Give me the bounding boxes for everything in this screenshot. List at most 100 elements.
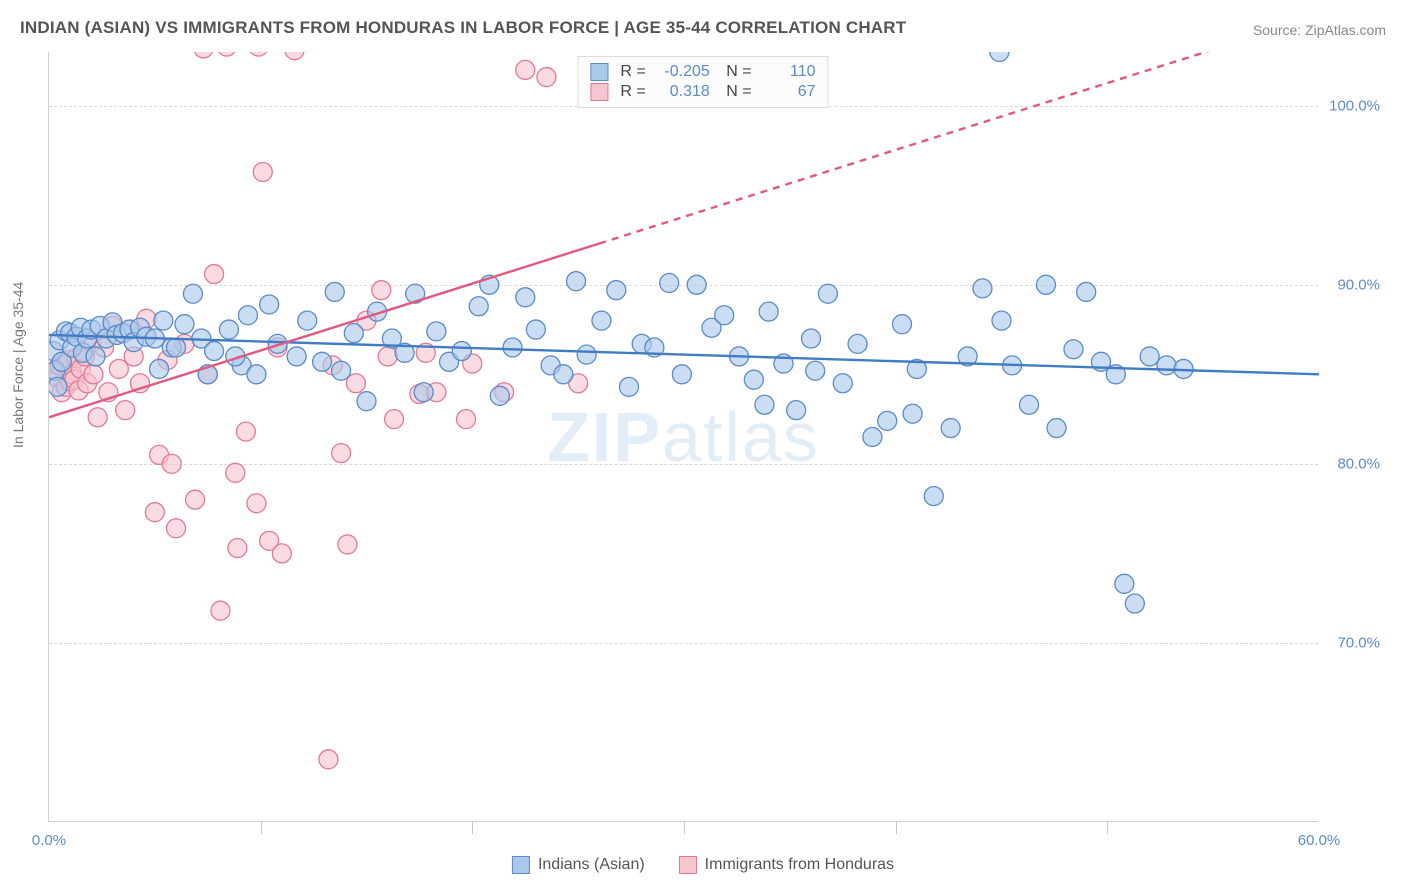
legend-row-blue: R = -0.205 N = 110 (590, 63, 815, 81)
data-point (452, 342, 471, 361)
data-point (253, 162, 272, 181)
data-point (287, 347, 306, 366)
data-point (660, 274, 679, 293)
x-tick (896, 822, 897, 834)
data-point (592, 311, 611, 330)
data-point (183, 284, 202, 303)
data-point (924, 487, 943, 506)
y-tick-label: 70.0% (1337, 634, 1380, 651)
data-point (715, 306, 734, 325)
data-point (150, 359, 169, 378)
data-point (86, 347, 105, 366)
swatch-pink (679, 856, 697, 874)
data-point (357, 392, 376, 411)
x-tick (684, 822, 685, 834)
data-point (941, 419, 960, 438)
data-point (759, 302, 778, 321)
data-point (755, 395, 774, 414)
chart-title: INDIAN (ASIAN) VS IMMIGRANTS FROM HONDUR… (20, 18, 906, 38)
data-point (325, 282, 344, 301)
source-attribution: Source: ZipAtlas.com (1253, 22, 1386, 38)
data-point (878, 411, 897, 430)
data-point (973, 279, 992, 298)
scatter-svg (49, 52, 1319, 822)
data-point (247, 494, 266, 513)
stat-n-label: N = (722, 63, 752, 81)
stat-r-value: -0.205 (658, 63, 710, 81)
stat-r-label: R = (620, 63, 645, 81)
swatch-pink (590, 83, 608, 101)
data-point (537, 68, 556, 87)
data-point (672, 365, 691, 384)
x-tick-label: 60.0% (1298, 832, 1341, 849)
legend-row-pink: R = 0.318 N = 67 (590, 83, 815, 101)
data-point (1020, 395, 1039, 414)
x-tick (1107, 822, 1108, 834)
stat-n-label: N = (722, 83, 752, 101)
data-point (687, 275, 706, 294)
data-point (414, 383, 433, 402)
data-point (49, 377, 67, 396)
data-point (744, 370, 763, 389)
stat-n-value: 110 (764, 63, 816, 81)
data-point (145, 503, 164, 522)
data-point (469, 297, 488, 316)
stat-r-value: 0.318 (658, 83, 710, 101)
data-point (526, 320, 545, 339)
plot-area: 70.0%80.0%90.0%100.0%0.0%60.0% ZIPatlas (48, 52, 1318, 822)
data-point (313, 352, 332, 371)
swatch-blue (590, 63, 608, 81)
data-point (249, 52, 268, 56)
legend-label: Immigrants from Honduras (705, 856, 894, 874)
data-point (893, 315, 912, 334)
data-point (167, 519, 186, 538)
swatch-blue (512, 856, 530, 874)
data-point (863, 428, 882, 447)
data-point (848, 334, 867, 353)
data-point (285, 52, 304, 60)
data-point (1157, 356, 1176, 375)
data-point (577, 345, 596, 364)
data-point (619, 377, 638, 396)
data-point (167, 338, 186, 357)
y-tick-label: 90.0% (1337, 276, 1380, 293)
correlation-legend: R = -0.205 N = 110 R = 0.318 N = 67 (577, 56, 828, 108)
data-point (1064, 340, 1083, 359)
data-point (226, 463, 245, 482)
data-point (217, 52, 236, 56)
data-point (1125, 594, 1144, 613)
data-point (490, 386, 509, 405)
data-point (298, 311, 317, 330)
data-point (372, 281, 391, 300)
data-point (205, 342, 224, 361)
data-point (175, 315, 194, 334)
data-point (833, 374, 852, 393)
data-point (238, 306, 257, 325)
data-point (1115, 574, 1134, 593)
data-point (332, 444, 351, 463)
data-point (427, 322, 446, 341)
data-point (228, 539, 247, 558)
source-link[interactable]: ZipAtlas.com (1305, 22, 1386, 38)
data-point (385, 410, 404, 429)
legend-label: Indians (Asian) (538, 856, 645, 874)
legend-item-blue: Indians (Asian) (512, 856, 645, 874)
stat-n-value: 67 (764, 83, 816, 101)
data-point (88, 408, 107, 427)
source-prefix: Source: (1253, 22, 1305, 38)
data-point (806, 361, 825, 380)
data-point (378, 347, 397, 366)
legend-item-pink: Immigrants from Honduras (679, 856, 894, 874)
data-point (84, 365, 103, 384)
data-point (205, 265, 224, 284)
data-point (1140, 347, 1159, 366)
data-point (516, 60, 535, 79)
data-point (554, 365, 573, 384)
data-point (332, 361, 351, 380)
data-point (1047, 419, 1066, 438)
data-point (236, 422, 255, 441)
stat-r-label: R = (620, 83, 645, 101)
x-tick-label: 0.0% (32, 832, 66, 849)
data-point (272, 544, 291, 563)
data-point (211, 601, 230, 620)
